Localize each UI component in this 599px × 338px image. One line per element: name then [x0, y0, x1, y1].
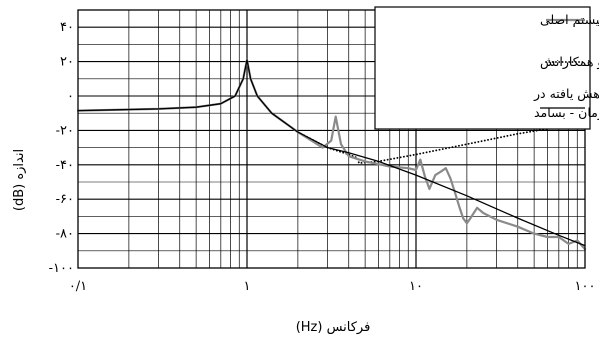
x-tick-label: ۱۰۰ [575, 279, 596, 294]
series-lines [76, 58, 587, 251]
y-axis-label: اندازه (dB) [12, 149, 27, 211]
x-tick-label: ۰/۱ [69, 279, 87, 294]
plot-border [77, 9, 586, 269]
y-tick-label: -۶۰ [56, 192, 74, 207]
legend-label-3: مدل کاهش یافته در [533, 86, 599, 102]
y-tick-label: -۱۰۰ [49, 261, 74, 276]
y-tick-label: -۲۰ [56, 123, 74, 138]
x-tick-label: ۱ [244, 279, 251, 294]
y-tick-label: -۴۰ [56, 158, 74, 173]
legend-label-1: سیستم اصلی [540, 12, 599, 28]
legend: سیستم اصلی مدل دایک و همکارانش مدل کاهش یا… [374, 6, 599, 130]
x-axis-label: فرکانس (Hz) [296, 320, 371, 335]
legend-label-2: مدل دایک و همکارانش [540, 54, 599, 70]
y-tick-label: ۲۰ [60, 55, 74, 70]
plot-frame [77, 9, 586, 269]
tick-labels: ۴۰ ۲۰ ۰ -۲۰ -۴۰ -۶۰ -۸۰ -۱۰۰ ۰/۱ ۱ ۱۰ ۱۰۰ [49, 20, 596, 294]
y-tick-label: -۸۰ [56, 227, 74, 242]
legend-box [374, 6, 591, 130]
y-tick-label: ۰ [67, 89, 74, 104]
y-tick-label: ۴۰ [60, 20, 74, 35]
series-line-3 [77, 59, 586, 247]
legend-label-3: محدوده زمان - بسامد [534, 105, 599, 121]
x-tick-label: ۱۰ [409, 279, 423, 294]
